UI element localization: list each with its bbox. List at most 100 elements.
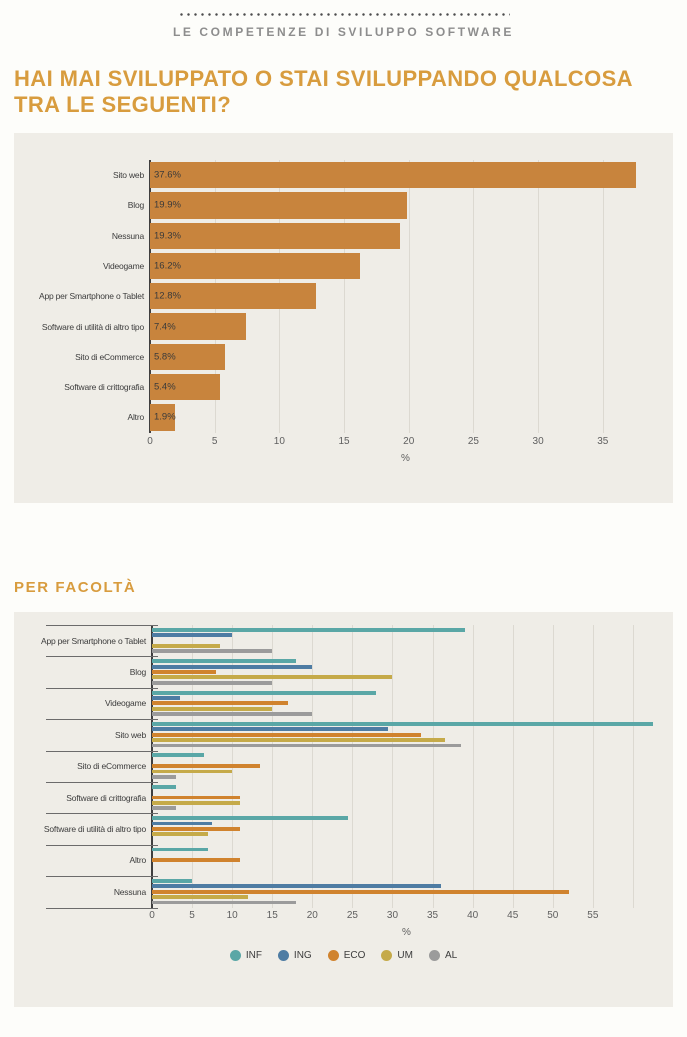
- bar-group: [152, 625, 661, 656]
- bar-track: 12.8%: [150, 281, 661, 311]
- category-label: Altro: [129, 855, 147, 866]
- bar-track: 19.9%: [150, 190, 661, 220]
- x-tick-label: 0: [147, 435, 153, 447]
- bar-eco: [152, 670, 217, 674]
- bar-al: [152, 649, 273, 654]
- x-tick-label: 30: [386, 910, 399, 922]
- grid-line: [432, 624, 434, 908]
- infographic-page: LE COMPETENZE DI SVILUPPO SOFTWARE HAI M…: [0, 13, 687, 1007]
- group-divider: [46, 719, 158, 721]
- bar-track: [152, 813, 661, 844]
- page-header: LE COMPETENZE DI SVILUPPO SOFTWARE: [0, 13, 687, 39]
- page-title: HAI MAI SVILUPPATO O STAI SVILUPPANDO QU…: [14, 66, 633, 117]
- x-tick-label: 35: [597, 435, 609, 447]
- x-tick-label: 25: [467, 435, 479, 447]
- x-tick-label: 20: [306, 910, 318, 922]
- category-label: Nessuna: [111, 230, 144, 241]
- group-divider: [46, 781, 158, 783]
- legend-item-al: AL: [428, 950, 457, 962]
- grid-line: [272, 624, 274, 908]
- chart-row: Software di crittografia 5.4%: [14, 372, 673, 402]
- bar-al: [152, 900, 297, 905]
- category-label: Sito di eCommerce: [77, 761, 146, 772]
- group-divider: [46, 876, 158, 878]
- grid-line: [552, 624, 554, 908]
- bar: [150, 252, 360, 280]
- legend-label: ECO: [343, 950, 366, 962]
- grid-line: [312, 624, 314, 908]
- bar-track: [152, 845, 661, 876]
- bar: [150, 373, 220, 401]
- bar-eco: [152, 732, 421, 737]
- category-label: Blog: [129, 666, 146, 677]
- x-tick-label: 45: [507, 910, 519, 922]
- bar-group: [152, 813, 661, 844]
- grid-line: [538, 159, 540, 433]
- bar-inf: [152, 627, 465, 632]
- bar: [150, 404, 175, 431]
- x-tick-label: 10: [226, 910, 238, 922]
- chart-row: Altro: [14, 845, 673, 876]
- legend-item-ing: ING: [277, 950, 312, 962]
- bar-inf: [152, 722, 653, 726]
- bar-al: [152, 680, 273, 685]
- bar-al: [152, 743, 461, 748]
- legend-item-um: UM: [381, 950, 413, 962]
- category-label: Software di utilità di altro tipo: [41, 321, 144, 332]
- group-divider: [46, 813, 158, 815]
- grid-line: [344, 159, 346, 433]
- grid-line: [392, 624, 394, 908]
- bar-inf: [152, 753, 205, 758]
- x-tick-label: 15: [266, 910, 278, 922]
- grid-line: [512, 624, 514, 908]
- chart-row: Blog 19.9%: [14, 190, 673, 220]
- bar-um: [152, 801, 241, 805]
- plot-wrap: Sito web 37.6% Blog 19.9% Nessuna 19.3% Videog…: [14, 159, 673, 433]
- bar-inf: [152, 847, 209, 852]
- bar-um: [152, 675, 393, 680]
- x-tick-label: 10: [273, 435, 285, 447]
- x-tick-label: 0: [149, 910, 155, 922]
- x-axis-title: %: [402, 927, 411, 939]
- bar-group: [152, 782, 661, 813]
- bar-track: [152, 876, 661, 907]
- bar-group: [152, 845, 661, 876]
- category-label: Software di crittografia: [64, 382, 144, 393]
- category-label: App per Smartphone o Tablet: [40, 635, 146, 646]
- category-label: Software di utilità di altro tipo: [43, 823, 146, 834]
- bar: [150, 343, 226, 370]
- bar-track: [152, 688, 661, 719]
- bar-inf: [152, 816, 349, 821]
- bar-um: [152, 738, 445, 743]
- bar-track: 1.9%: [150, 402, 661, 432]
- bar-value-label: 5.8%: [154, 351, 176, 363]
- group-divider: [46, 907, 158, 909]
- bar-al: [152, 775, 177, 779]
- category-label: Videogame: [104, 698, 146, 709]
- group-divider: [46, 750, 158, 752]
- chart-row: Sito web: [14, 719, 673, 750]
- x-axis-title: %: [401, 452, 410, 464]
- category-label: Sito web: [112, 170, 144, 181]
- chart-row: Software di utilità di altro tipo: [14, 813, 673, 844]
- chart-row: Blog: [14, 656, 673, 687]
- grid-line: [408, 159, 410, 433]
- chart-row: Videogame: [14, 688, 673, 719]
- legend-label: UM: [397, 950, 413, 962]
- bar-value-label: 7.4%: [154, 321, 176, 333]
- legend-dot-icon: [428, 950, 440, 962]
- bar: [150, 192, 408, 219]
- dotted-divider: [177, 13, 510, 16]
- chart-row: Sito web 37.6%: [14, 160, 673, 190]
- grid-line: [632, 624, 634, 908]
- bar-al: [152, 712, 313, 717]
- bar-ing: [152, 884, 441, 889]
- bar-al: [152, 806, 177, 811]
- legend-item-eco: ECO: [327, 950, 366, 962]
- group-divider: [46, 624, 158, 626]
- legend-dot-icon: [229, 950, 241, 962]
- bar-value-label: 5.4%: [154, 381, 176, 393]
- bar-inf: [152, 879, 193, 883]
- bar-value-label: 12.8%: [154, 290, 181, 302]
- plot-wrap: App per Smartphone o Tablet Blog Videogame…: [14, 624, 673, 909]
